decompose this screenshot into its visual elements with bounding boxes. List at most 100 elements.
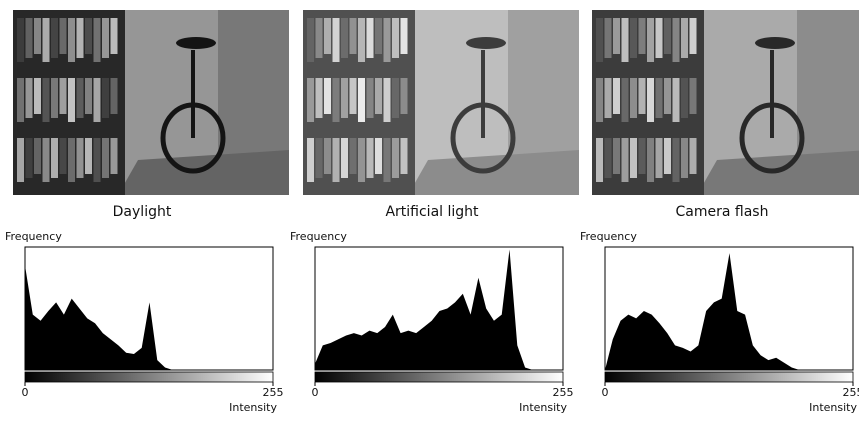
photo-seat — [755, 37, 795, 49]
photo — [303, 10, 579, 195]
intensity-ramp — [24, 371, 274, 383]
x-tick-label: 255 — [263, 386, 284, 399]
x-axis-label: Intensity — [519, 401, 567, 414]
photo-book — [375, 18, 382, 54]
y-axis-label: Frequency — [290, 230, 347, 243]
intensity-ramp — [604, 371, 854, 383]
photo-book — [383, 78, 391, 122]
photo-book — [358, 78, 365, 122]
photo-book — [392, 138, 399, 178]
histogram-area — [315, 249, 563, 370]
photo-book — [17, 18, 24, 62]
caption: Daylight — [113, 204, 172, 220]
photo-book — [630, 138, 637, 178]
photo-book — [392, 78, 399, 118]
photo-book — [42, 138, 50, 182]
photo-book — [349, 18, 357, 54]
photo-book — [76, 18, 84, 58]
photo-book — [647, 18, 654, 62]
photo-book — [672, 78, 680, 122]
photo-book — [681, 78, 688, 118]
photo-book — [366, 18, 374, 58]
x-axis-label: Intensity — [229, 401, 277, 414]
photo-book — [604, 18, 612, 58]
photo — [592, 10, 859, 195]
photo-book — [315, 78, 323, 118]
photo-book — [596, 78, 603, 122]
photo-book — [51, 18, 58, 58]
x-axis-label: Intensity — [809, 401, 857, 414]
photo-book — [349, 138, 357, 174]
caption: Camera flash — [676, 204, 769, 220]
x-tick-label: 0 — [602, 386, 609, 399]
histogram-area — [605, 253, 853, 370]
photo-book — [17, 138, 24, 182]
photo-book — [392, 18, 399, 58]
photo-book — [85, 78, 92, 114]
y-axis-label: Frequency — [5, 230, 62, 243]
photo-book — [110, 138, 118, 174]
intensity-ramp — [314, 371, 564, 383]
photo-book — [664, 18, 671, 54]
photo-book — [375, 138, 382, 174]
photo-book — [315, 138, 323, 178]
photo-book — [93, 18, 101, 62]
photo-book — [655, 138, 663, 178]
photo-book — [68, 78, 75, 122]
photo-book — [34, 78, 41, 114]
photo-book — [383, 18, 391, 62]
photo-book — [34, 18, 41, 54]
photo-book — [689, 78, 697, 114]
photo-book — [93, 78, 101, 122]
photo-book — [307, 18, 314, 62]
photo-book — [42, 18, 50, 62]
photo-book — [324, 138, 331, 174]
photo-book — [332, 138, 340, 182]
photo-book — [17, 78, 24, 122]
photo-book — [621, 78, 629, 122]
photo-book — [102, 18, 109, 58]
photo-book — [51, 138, 58, 178]
photo-book — [664, 138, 671, 174]
photo-book — [596, 18, 603, 62]
photo-book — [664, 78, 671, 114]
photo-seat — [466, 37, 506, 49]
photo-floor — [408, 150, 579, 195]
photo-book — [85, 138, 92, 174]
photo-book — [59, 18, 67, 54]
photo-book — [604, 78, 612, 118]
photo-seat — [176, 37, 216, 49]
photo-book — [647, 138, 654, 182]
photo-book — [613, 138, 620, 174]
photo-book — [630, 78, 637, 118]
caption: Artificial light — [385, 204, 479, 220]
x-tick-label: 255 — [843, 386, 859, 399]
photo-book — [68, 138, 75, 182]
photo-book — [332, 78, 340, 122]
photo-book — [324, 78, 331, 114]
photo-book — [630, 18, 637, 58]
photo-book — [681, 18, 688, 58]
photo-book — [613, 78, 620, 114]
photo-book — [689, 138, 697, 174]
photo-book — [638, 18, 646, 54]
y-axis-label: Frequency — [580, 230, 637, 243]
photo-book — [76, 138, 84, 178]
photo-book — [59, 138, 67, 174]
photo-book — [341, 78, 348, 118]
photo-book — [42, 78, 50, 122]
photo-book — [638, 78, 646, 114]
photo-book — [672, 18, 680, 62]
photo-book — [400, 78, 408, 114]
photo-book — [59, 78, 67, 114]
photo-book — [655, 78, 663, 118]
photo-book — [25, 18, 33, 58]
x-tick-label: 0 — [22, 386, 29, 399]
photo-book — [400, 138, 408, 174]
photo-book — [358, 18, 365, 62]
photo-book — [681, 138, 688, 178]
photo-book — [341, 138, 348, 178]
photo-book — [366, 138, 374, 178]
x-tick-label: 0 — [312, 386, 319, 399]
